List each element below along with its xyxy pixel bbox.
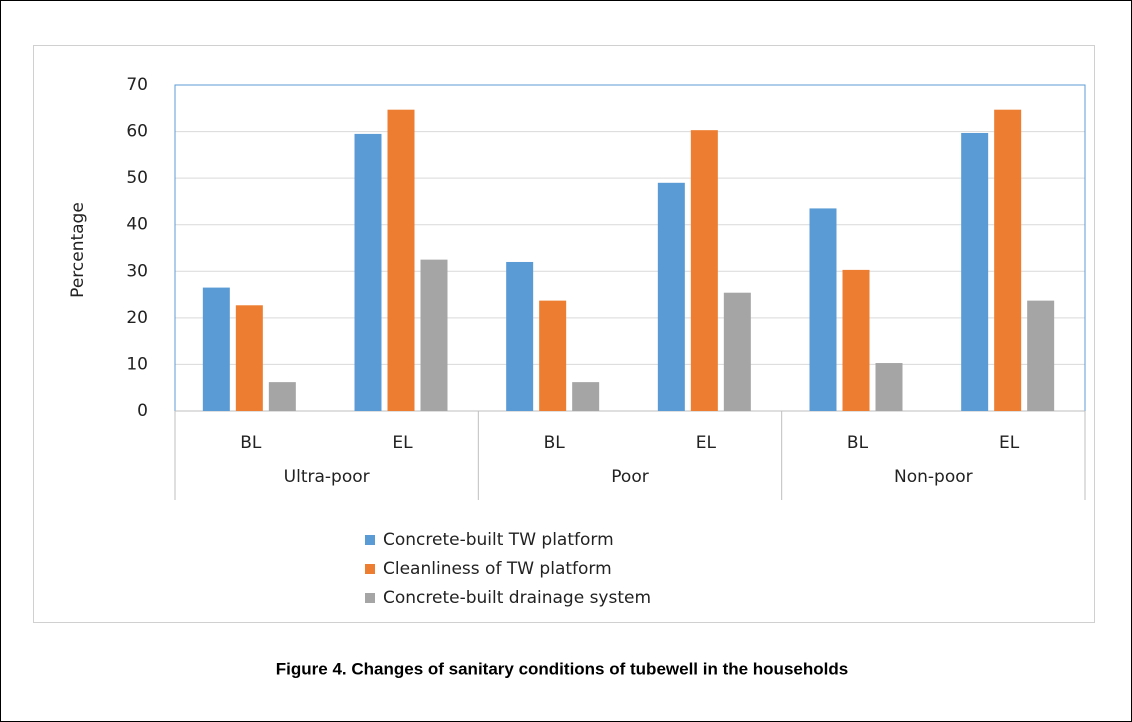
bar — [1027, 300, 1055, 411]
x-tick-label: EL — [392, 433, 413, 453]
legend-label: Concrete-built drainage system — [383, 588, 651, 608]
bar — [961, 132, 989, 411]
bar — [202, 287, 230, 411]
y-tick-label: 10 — [126, 354, 148, 374]
y-tick-label: 0 — [137, 401, 148, 421]
bar — [690, 130, 718, 411]
bar — [539, 300, 567, 411]
x-tick-label: EL — [696, 433, 717, 453]
legend-swatch — [365, 593, 375, 603]
bar — [572, 382, 600, 411]
bar — [387, 109, 415, 411]
legend-label: Concrete-built TW platform — [383, 530, 614, 550]
bar — [506, 261, 534, 411]
bar — [420, 259, 448, 411]
x-tick-label: BL — [847, 433, 869, 453]
bar — [994, 109, 1022, 411]
y-axis-label: Percentage — [68, 202, 88, 298]
y-tick-label: 50 — [126, 168, 148, 188]
x-tick-label: BL — [544, 433, 566, 453]
group-label: Non-poor — [894, 467, 973, 487]
group-label: Ultra-poor — [284, 467, 370, 487]
caption: Figure 4. Changes of sanitary conditions… — [276, 659, 848, 678]
group-label: Poor — [611, 467, 648, 487]
bar — [875, 363, 903, 411]
legend-swatch — [365, 564, 375, 574]
bar — [809, 208, 837, 411]
bar — [354, 133, 382, 411]
y-tick-label: 20 — [126, 308, 148, 328]
bar — [235, 305, 263, 411]
bar — [268, 382, 296, 411]
bar — [842, 269, 870, 411]
y-tick-label: 70 — [126, 75, 148, 95]
bar — [723, 292, 751, 411]
y-tick-label: 60 — [126, 122, 148, 142]
legend-swatch — [365, 535, 375, 545]
bar — [657, 182, 685, 411]
y-tick-label: 40 — [126, 215, 148, 235]
y-tick-label: 30 — [126, 261, 148, 281]
x-tick-label: BL — [240, 433, 262, 453]
legend-label: Cleanliness of TW platform — [383, 559, 612, 579]
x-tick-label: EL — [999, 433, 1020, 453]
